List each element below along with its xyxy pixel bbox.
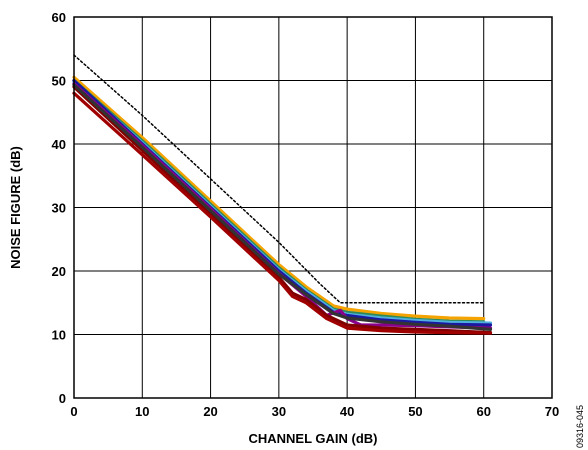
y-axis-label: NOISE FIGURE (dB) — [8, 146, 23, 269]
x-tick-label-6: 60 — [476, 404, 490, 419]
series-line-3 — [72, 80, 493, 325]
x-tick-label-7: 70 — [545, 404, 559, 419]
y-tick-labels: 0 10 20 30 40 50 60 — [52, 10, 66, 406]
y-tick-label-1: 10 — [52, 328, 66, 343]
y-tick-label-2: 20 — [52, 264, 66, 279]
y-tick-label-3: 30 — [52, 201, 66, 216]
figure-id: 09316-045 — [575, 405, 585, 448]
series-lines — [72, 54, 493, 335]
series-line-4 — [72, 78, 493, 327]
x-tick-label-0: 0 — [70, 404, 77, 419]
y-tick-label-5: 50 — [52, 74, 66, 89]
series-line-1 — [72, 75, 486, 321]
x-tick-label-1: 10 — [135, 404, 149, 419]
y-tick-label-4: 40 — [52, 137, 66, 152]
x-tick-labels: 0 10 20 30 40 50 60 70 — [70, 404, 559, 419]
grid — [73, 16, 553, 399]
x-tick-label-5: 50 — [408, 404, 422, 419]
series-line-5 — [72, 82, 493, 330]
series-line-7 — [72, 91, 493, 335]
y-tick-label-0: 0 — [59, 391, 66, 406]
series-line-6 — [72, 85, 493, 335]
series-line-limit — [73, 54, 485, 304]
x-tick-label-3: 30 — [272, 404, 286, 419]
x-axis-label: CHANNEL GAIN (dB) — [248, 431, 377, 446]
x-tick-label-2: 20 — [203, 404, 217, 419]
plot-frame — [73, 16, 553, 399]
y-tick-label-6: 60 — [52, 10, 66, 25]
series-line-8 — [72, 83, 493, 331]
x-tick-label-4: 40 — [340, 404, 354, 419]
